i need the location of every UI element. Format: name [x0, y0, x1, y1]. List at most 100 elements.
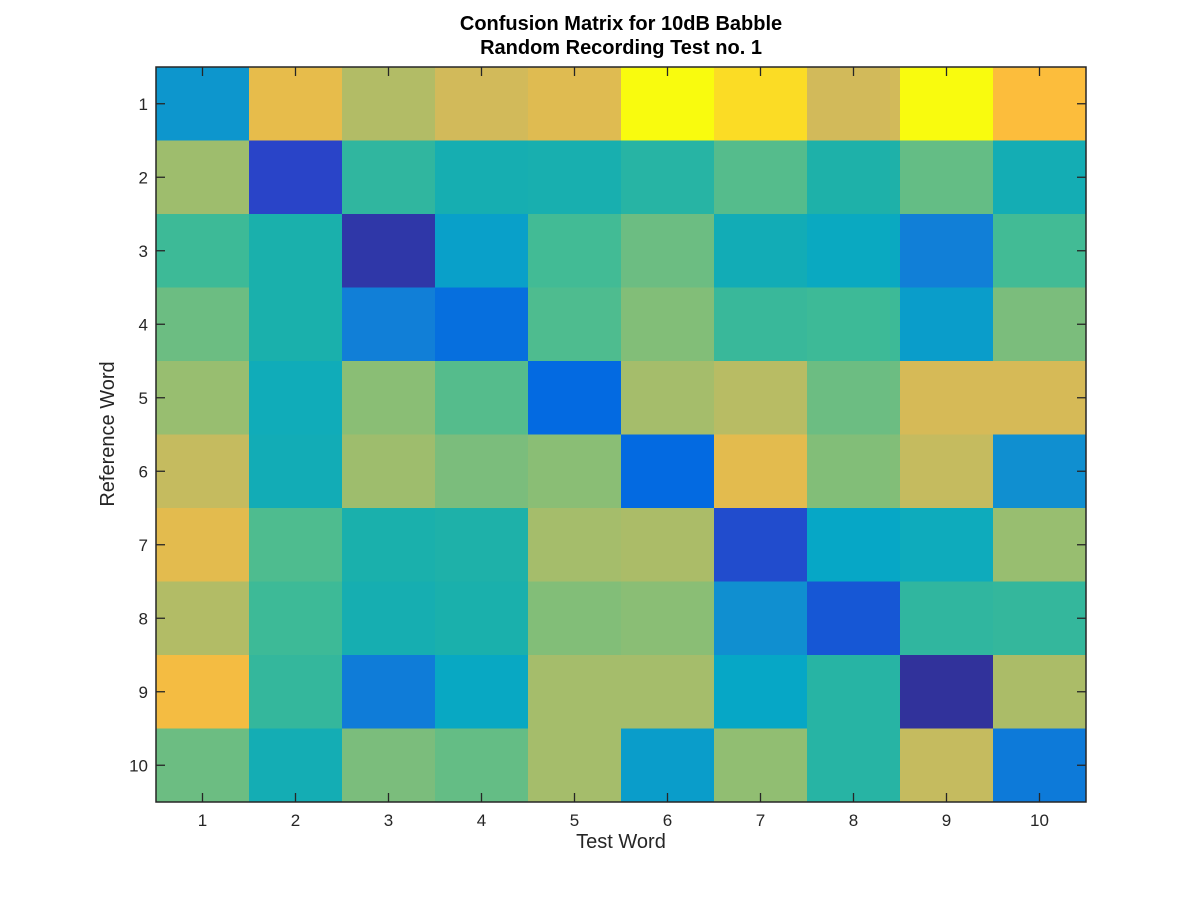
heatmap-cell [156, 728, 250, 803]
heatmap-cell [249, 361, 343, 435]
heatmap-cell [621, 287, 715, 362]
heatmap-cell [528, 434, 622, 509]
heatmap-cell [900, 140, 994, 215]
heatmap-cell [156, 287, 250, 362]
axis-ticks [156, 67, 1086, 802]
heatmap-cell [807, 508, 901, 582]
heatmap-cell [621, 434, 715, 509]
heatmap-cell [714, 655, 808, 729]
heatmap-cell [900, 361, 994, 435]
heatmap-cell [993, 287, 1087, 362]
heatmap-cell [807, 214, 901, 288]
y-tick-label: 4 [139, 315, 148, 334]
y-tick-label: 7 [139, 536, 148, 555]
y-axis-label: Reference Word [97, 361, 119, 506]
heatmap-cell [342, 655, 436, 729]
heatmap-cell [714, 67, 808, 141]
heatmap-cell [621, 67, 715, 141]
heatmap-cell [621, 655, 715, 729]
heatmap-cell [900, 728, 994, 803]
x-tick-label: 9 [942, 811, 951, 830]
x-tick-label: 2 [291, 811, 300, 830]
heatmap-cell [900, 508, 994, 582]
heatmap-cell [156, 655, 250, 729]
heatmap-cell [807, 67, 901, 141]
heatmap-cell [993, 67, 1087, 141]
heatmap-cell [528, 67, 622, 141]
heatmap-cell [993, 728, 1087, 803]
heatmap-cell [807, 728, 901, 803]
heatmap-cell [900, 581, 994, 656]
heatmap-cell [993, 361, 1087, 435]
x-tick-label: 5 [570, 811, 579, 830]
heatmap-cell [714, 361, 808, 435]
heatmap-cell [435, 287, 529, 362]
heatmap-cell [900, 67, 994, 141]
x-axis-label: Test Word [576, 831, 666, 853]
x-tick-label: 8 [849, 811, 858, 830]
heatmap-cell [621, 214, 715, 288]
heatmap-cell [156, 581, 250, 656]
heatmap-cell [528, 728, 622, 803]
chart-subtitle: Random Recording Test no. 1 [480, 37, 762, 59]
heatmap-cell [342, 728, 436, 803]
heatmap-cell [621, 508, 715, 582]
heatmap-cell [156, 434, 250, 509]
x-tick-label: 1 [198, 811, 207, 830]
heatmap-cell [528, 287, 622, 362]
heatmap-cell [528, 214, 622, 288]
heatmap-cell [993, 140, 1087, 215]
heatmap-cell [714, 214, 808, 288]
heatmap-cell [249, 434, 343, 509]
heatmap-cell [528, 508, 622, 582]
heatmap-cell [249, 655, 343, 729]
heatmap-cell [249, 508, 343, 582]
x-tick-label: 3 [384, 811, 393, 830]
heatmap-cell [156, 140, 250, 215]
heatmap-cell [807, 361, 901, 435]
y-tick-labels: 1 2 3 4 5 6 7 8 9 10 [129, 95, 148, 776]
heatmap-cell [249, 728, 343, 803]
heatmap-cell [900, 655, 994, 729]
heatmap-cell [435, 434, 529, 509]
heatmap-cell [342, 214, 436, 288]
y-tick-label: 6 [139, 462, 148, 481]
y-tick-label: 1 [139, 95, 148, 114]
heatmap-cell [807, 655, 901, 729]
y-tick-label: 10 [129, 756, 148, 775]
heatmap-cell [435, 361, 529, 435]
heatmap-cell [993, 434, 1087, 509]
heatmap-cell [249, 214, 343, 288]
heatmap-cell [342, 67, 436, 141]
heatmap-cell [714, 287, 808, 362]
heatmap-cell [528, 140, 622, 215]
heatmap-cell [249, 67, 343, 141]
heatmap-cell [435, 140, 529, 215]
heatmap-cell [156, 67, 250, 141]
x-tick-label: 6 [663, 811, 672, 830]
heatmap-cell [435, 67, 529, 141]
heatmap-cell [621, 728, 715, 803]
heatmap-cell [900, 434, 994, 509]
heatmap-cells [156, 67, 1087, 803]
heatmap-cell [156, 508, 250, 582]
heatmap-cell [993, 214, 1087, 288]
heatmap-cell [993, 581, 1087, 656]
x-tick-label: 7 [756, 811, 765, 830]
heatmap-cell [342, 508, 436, 582]
heatmap-cell [714, 434, 808, 509]
heatmap-cell [249, 581, 343, 656]
heatmap-cell [807, 434, 901, 509]
y-tick-label: 5 [139, 389, 148, 408]
heatmap-cell [435, 728, 529, 803]
heatmap-cell [714, 140, 808, 215]
heatmap-cell [342, 361, 436, 435]
heatmap-cell [435, 508, 529, 582]
heatmap-cell [621, 581, 715, 656]
heatmap-cell [528, 361, 622, 435]
heatmap-cell [807, 287, 901, 362]
heatmap-cell [342, 581, 436, 656]
heatmap-cell [714, 728, 808, 803]
y-tick-label: 3 [139, 242, 148, 261]
